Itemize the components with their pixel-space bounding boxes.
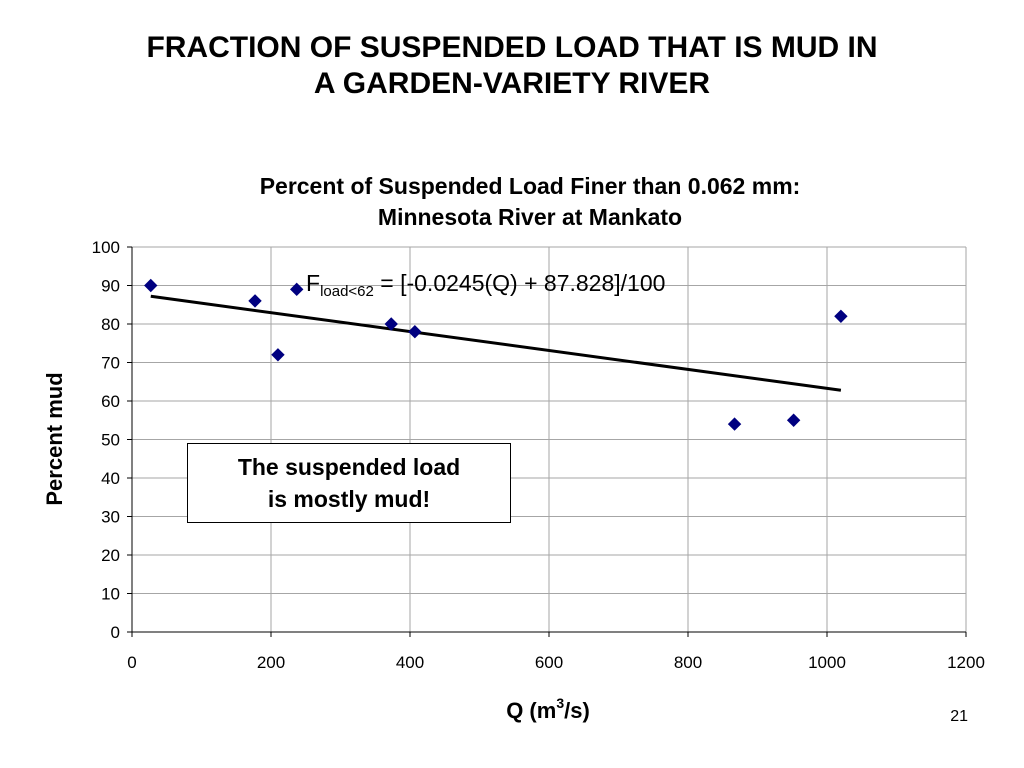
data-point — [384, 317, 398, 331]
data-points — [144, 278, 848, 431]
data-point — [408, 324, 422, 339]
grid-lines — [132, 246, 967, 632]
x-tick-label: 1000 — [808, 653, 846, 672]
y-tick-label: 40 — [101, 469, 120, 488]
y-tick-label: 10 — [101, 585, 120, 604]
trendline — [150, 294, 842, 392]
x-tick-labels: 0 200 400 600 800 1000 1200 — [127, 653, 985, 672]
y-tick-label: 30 — [101, 508, 120, 527]
y-tick-label: 90 — [101, 277, 120, 296]
data-point — [786, 413, 801, 427]
x-tick-label: 200 — [257, 653, 285, 672]
chart-title: Percent of Suspended Load Finer than 0.0… — [110, 171, 950, 233]
x-axis-title: Q (m3/s) — [506, 695, 590, 723]
y-tick-label: 100 — [92, 238, 120, 257]
trendline-equation: Fload<62 = [-0.0245(Q) + 87.828]/100 — [306, 270, 665, 300]
y-axis-title: Percent mud — [42, 372, 67, 505]
data-point — [290, 282, 304, 297]
slide-title: FRACTION OF SUSPENDED LOAD THAT IS MUD I… — [62, 30, 962, 102]
data-point — [248, 294, 262, 308]
data-point — [727, 417, 742, 431]
x-axis-title-main: Q (m — [506, 698, 556, 723]
slide-title-line1: FRACTION OF SUSPENDED LOAD THAT IS MUD I… — [146, 31, 878, 64]
data-point — [834, 309, 848, 324]
equation-main: F — [306, 270, 320, 296]
callout-line1: The suspended load — [237, 454, 461, 480]
y-tick-label: 80 — [101, 315, 120, 334]
callout-box: The suspended load is mostly mud! — [187, 443, 511, 523]
trendline-group — [150, 294, 842, 392]
x-tick-label: 0 — [127, 653, 136, 672]
x-tick-label: 1200 — [947, 653, 985, 672]
y-tick-label: 0 — [111, 623, 120, 642]
y-tick-label: 60 — [101, 392, 120, 411]
equation-rest: = [-0.0245(Q) + 87.828]/100 — [374, 270, 666, 296]
x-tick-label: 600 — [535, 653, 563, 672]
x-axis-title-suffix: /s) — [564, 698, 590, 723]
data-point — [271, 348, 285, 362]
slide-title-line2: A GARDEN-VARIETY RIVER — [313, 67, 711, 100]
chart-title-line2: Minnesota River at Mankato — [377, 204, 683, 230]
axes — [127, 246, 967, 637]
x-tick-label: 400 — [396, 653, 424, 672]
y-tick-label: 70 — [101, 354, 120, 373]
y-tick-label: 20 — [101, 546, 120, 565]
y-tick-label: 50 — [101, 431, 120, 450]
chart-title-line1: Percent of Suspended Load Finer than 0.0… — [259, 173, 801, 199]
x-tick-label: 800 — [674, 653, 702, 672]
equation-subscript: load<62 — [320, 283, 374, 300]
slide-number: 21 — [950, 708, 968, 725]
callout-line2: is mostly mud! — [267, 486, 431, 512]
y-tick-labels: 0 10 20 30 40 50 60 70 80 90 100 — [92, 238, 120, 642]
x-axis-title-sup: 3 — [556, 695, 564, 711]
data-point — [144, 278, 158, 293]
